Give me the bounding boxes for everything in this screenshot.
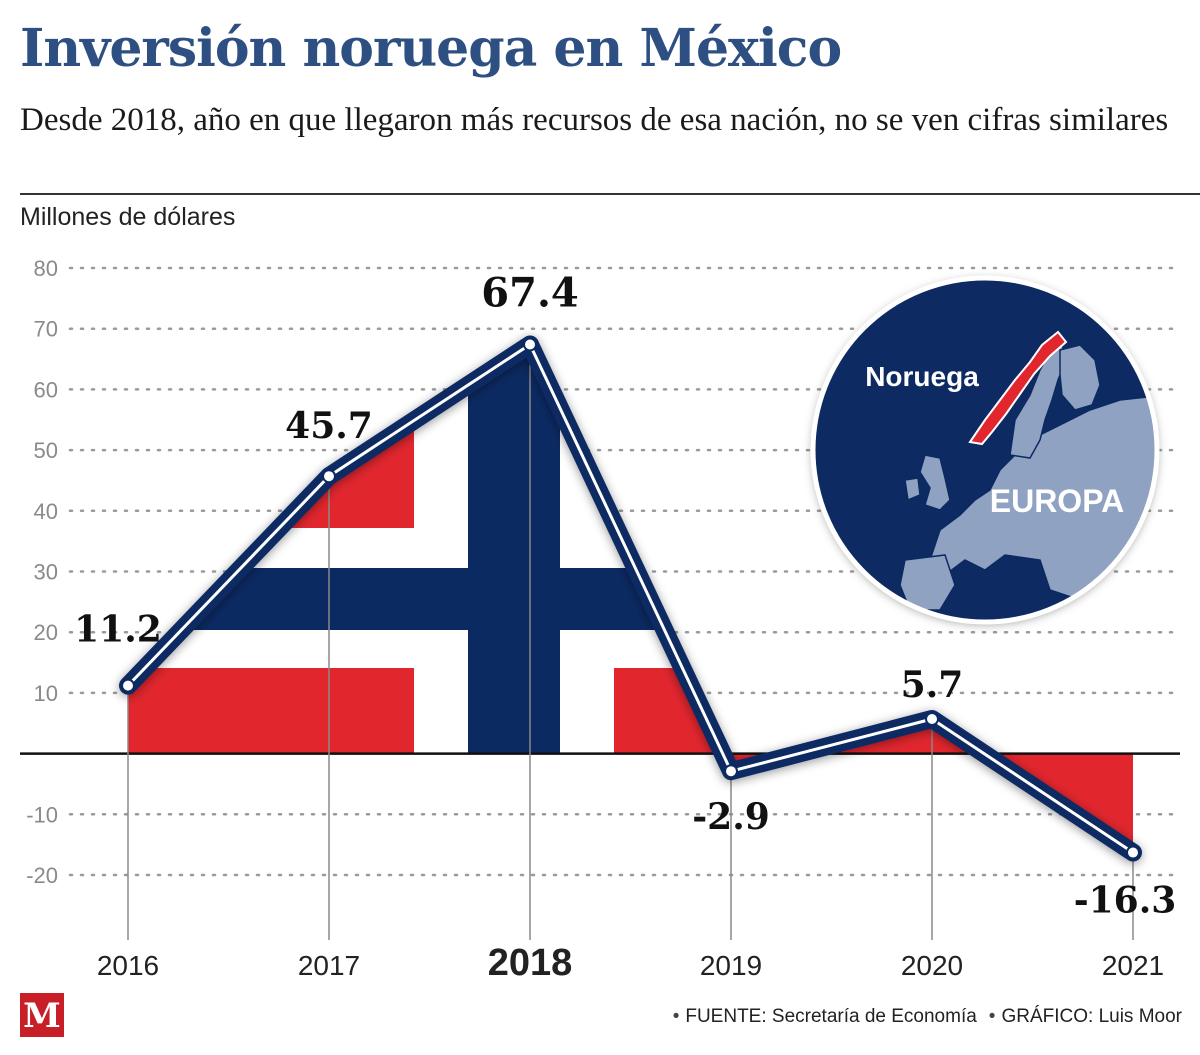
y-tick-label: 30 <box>34 560 58 585</box>
page-subtitle: Desde 2018, año en que llegaron más recu… <box>20 102 1169 138</box>
y-tick-label: 40 <box>34 499 58 524</box>
bullet-icon: • <box>988 1006 996 1027</box>
data-point <box>724 764 738 779</box>
y-tick-label: 50 <box>34 438 58 463</box>
source-credit: FUENTE: Secretaría de Economía <box>685 1006 977 1027</box>
value-label: 45.7 <box>285 405 373 447</box>
value-label: 11.2 <box>74 609 162 651</box>
norway-highlight <box>968 330 1068 446</box>
iberia-landmass <box>899 554 956 611</box>
footer-credits: • FUENTE: Secretaría de Economía • GRÁFICO:… <box>661 1006 1182 1028</box>
value-label: -16.3 <box>1074 880 1177 922</box>
x-axis-ticks: 2016 2017 2018 2019 2020 2021 <box>97 942 1164 984</box>
value-labels: 11.2 45.7 67.4 -2.9 5.7 -16.3 <box>74 269 1176 921</box>
ireland-landmass <box>904 477 921 502</box>
map-frame <box>810 275 1160 625</box>
header-divider <box>20 193 1200 195</box>
x-tick-label: 2018 <box>488 942 573 984</box>
y-axis-ticks: 80 70 60 50 40 30 20 10 -10 -20 <box>26 256 58 888</box>
x-tick-label: 2020 <box>901 950 963 981</box>
y-axis-unit-label: Millones de dólares <box>20 203 236 231</box>
value-label: -2.9 <box>692 796 770 838</box>
value-label: 5.7 <box>901 664 964 706</box>
bullet-icon: • <box>672 1006 680 1027</box>
europe-inset-map: Noruega EUROPA <box>810 275 1160 625</box>
data-point <box>925 712 939 727</box>
map-label-norway: Noruega <box>865 361 979 392</box>
y-tick-label: -10 <box>26 802 58 827</box>
data-point <box>1126 845 1140 860</box>
x-tick-label: 2017 <box>298 950 360 981</box>
x-tick-label: 2016 <box>97 950 159 981</box>
data-point <box>121 678 135 693</box>
y-tick-label: -20 <box>26 863 58 888</box>
brand-logo: M <box>20 993 64 1037</box>
finland-landmass <box>1059 344 1101 411</box>
graphic-credit: GRÁFICO: Luis Moor <box>1001 1006 1182 1027</box>
great-britain-landmass <box>919 454 951 511</box>
y-tick-label: 60 <box>34 377 58 402</box>
page-title: Inversión noruega en México <box>20 18 842 79</box>
value-label: 67.4 <box>481 269 578 316</box>
x-tick-label: 2021 <box>1102 950 1164 981</box>
y-tick-label: 80 <box>34 256 58 281</box>
data-points <box>121 337 1140 860</box>
data-point <box>322 469 336 484</box>
data-point <box>523 337 537 352</box>
map-label-europe: EUROPA <box>990 483 1125 519</box>
series-line-highlight <box>126 342 1134 854</box>
y-tick-label: 10 <box>34 681 58 706</box>
y-tick-label: 70 <box>34 317 58 342</box>
x-tick-label: 2019 <box>700 950 762 981</box>
year-drop-lines <box>127 344 1134 940</box>
y-tick-label: 20 <box>34 620 58 645</box>
